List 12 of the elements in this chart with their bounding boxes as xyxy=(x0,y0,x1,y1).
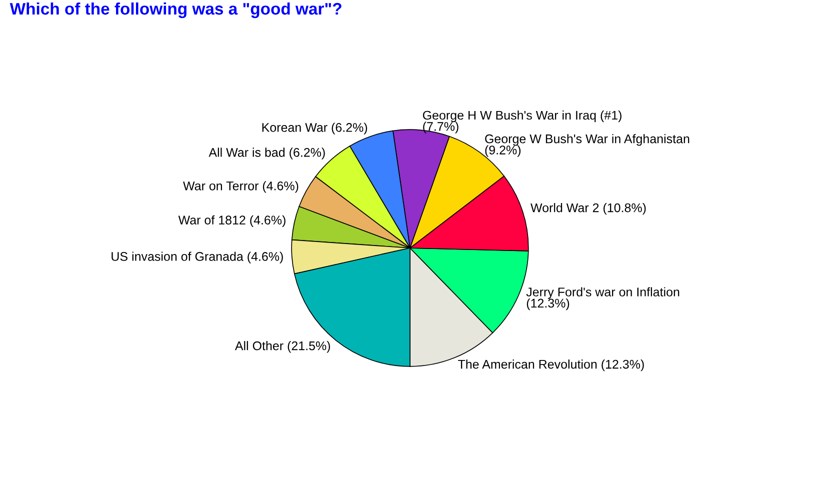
slice-label: George H W Bush's War in Iraq (#1) (7.7%) xyxy=(422,110,622,134)
slice-label: World War 2 (10.8%) xyxy=(530,203,646,215)
slice-label: War on Terror (4.6%) xyxy=(183,181,298,193)
slice-label: All War is bad (6.2%) xyxy=(208,148,325,160)
slice-label: George W Bush's War in Afghanistan (9.2%) xyxy=(485,134,690,157)
slice-label: Jerry Ford's war on Inflation (12.3%) xyxy=(526,287,680,310)
slice-label: The American Revolution (12.3%) xyxy=(458,360,644,372)
slice-label: US invasion of Granada (4.6%) xyxy=(112,252,283,264)
slice-label: All Other (21.5%) xyxy=(234,341,330,353)
chart-title: Which of the following was a "good war"? xyxy=(10,2,342,18)
slice-label: Korean War (6.2%) xyxy=(262,122,368,134)
slice-label: War of 1812 (4.6%) xyxy=(178,215,286,227)
